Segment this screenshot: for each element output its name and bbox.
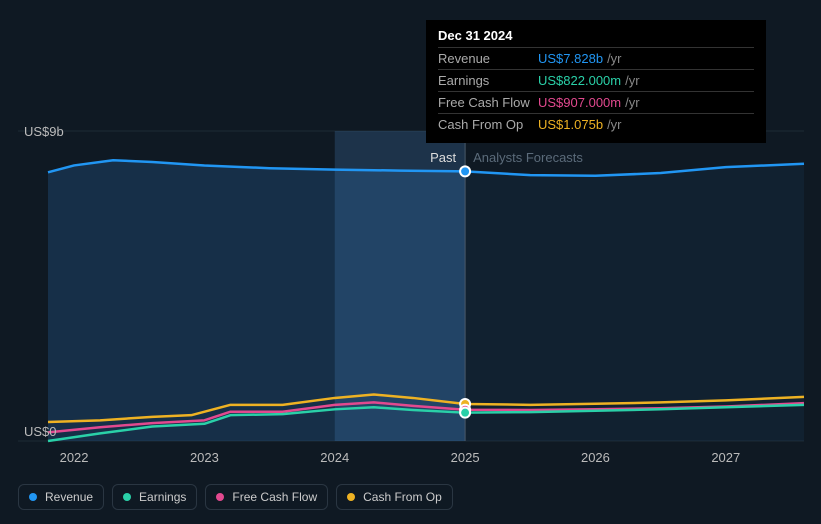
x-axis-tick: 2027 [711,450,740,465]
x-axis-tick: 2022 [60,450,89,465]
tooltip-row: Cash From OpUS$1.075b/yr [438,113,754,135]
past-section-label: Past [430,150,456,165]
x-axis-tick: 2024 [320,450,349,465]
y-axis-min-label: US$0 [24,424,57,439]
tooltip-unit: /yr [625,95,639,110]
tooltip-label: Cash From Op [438,117,538,132]
legend-swatch [347,493,355,501]
legend-swatch [29,493,37,501]
tooltip-row: RevenueUS$7.828b/yr [438,47,754,69]
legend-item-free-cash-flow[interactable]: Free Cash Flow [205,484,328,510]
legend-label: Revenue [45,490,93,504]
chart-tooltip: Dec 31 2024 RevenueUS$7.828b/yrEarningsU… [426,20,766,143]
tooltip-date: Dec 31 2024 [438,28,754,47]
legend-item-cash-from-op[interactable]: Cash From Op [336,484,453,510]
chart-legend: Revenue Earnings Free Cash Flow Cash From O… [18,484,453,510]
legend-swatch [216,493,224,501]
tooltip-value: US$907.000m [538,95,621,110]
forecast-section-label: Analysts Forecasts [473,150,583,165]
tooltip-value: US$1.075b [538,117,603,132]
tooltip-row: EarningsUS$822.000m/yr [438,69,754,91]
legend-label: Free Cash Flow [232,490,317,504]
legend-item-earnings[interactable]: Earnings [112,484,197,510]
y-axis-max-label: US$9b [24,124,64,139]
tooltip-label: Earnings [438,73,538,88]
tooltip-unit: /yr [607,51,621,66]
legend-label: Earnings [139,490,186,504]
x-axis-tick: 2023 [190,450,219,465]
legend-swatch [123,493,131,501]
x-axis-tick: 2026 [581,450,610,465]
tooltip-value: US$7.828b [538,51,603,66]
tooltip-value: US$822.000m [538,73,621,88]
legend-label: Cash From Op [363,490,442,504]
financials-chart: US$9b US$0 2022 2023 2024 2025 2026 2027 Past… [0,0,821,524]
x-axis-tick: 2025 [451,450,480,465]
tooltip-label: Free Cash Flow [438,95,538,110]
tooltip-label: Revenue [438,51,538,66]
legend-item-revenue[interactable]: Revenue [18,484,104,510]
tooltip-unit: /yr [625,73,639,88]
tooltip-row: Free Cash FlowUS$907.000m/yr [438,91,754,113]
tooltip-unit: /yr [607,117,621,132]
